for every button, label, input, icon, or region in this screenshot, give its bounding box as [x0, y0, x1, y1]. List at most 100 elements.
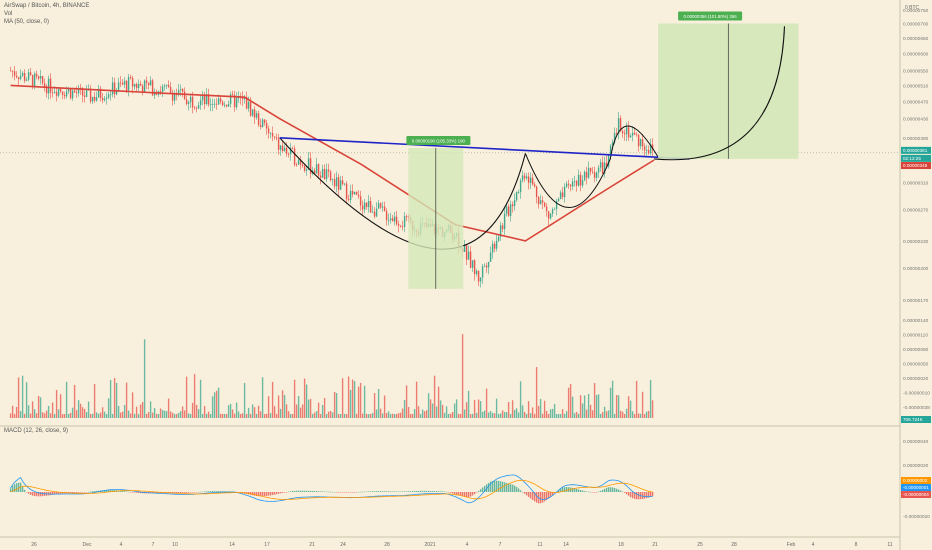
macd-histogram-bar — [417, 490, 420, 492]
candle-body — [103, 98, 106, 101]
macd-histogram-bar — [571, 487, 574, 492]
candle-body — [261, 119, 264, 127]
volume-tick-label: 0.00000020 — [903, 376, 929, 382]
macd-histogram-bar — [595, 492, 598, 493]
volume-bar — [83, 408, 86, 418]
candle-body — [381, 206, 384, 208]
macd-histogram-bar — [495, 480, 498, 492]
macd-histogram-bar — [511, 484, 514, 492]
volume-bar — [215, 390, 218, 418]
volume-bar — [259, 411, 262, 418]
candlesticks — [9, 66, 654, 288]
candle-body — [109, 94, 112, 96]
candle-body — [259, 125, 262, 127]
macd-histogram-bar — [355, 492, 358, 493]
macd-histogram-bar — [649, 492, 652, 497]
candle-body — [373, 211, 376, 217]
volume-bar — [595, 394, 598, 418]
volume-bar — [499, 413, 502, 418]
volume-bar — [243, 382, 246, 418]
volume-bar — [257, 405, 260, 418]
time-tick-label: 14 — [229, 542, 235, 548]
volume-bar — [597, 394, 600, 418]
macd-histogram-bar — [175, 492, 178, 494]
macd-histogram-bar — [83, 492, 86, 493]
candle-body — [89, 88, 92, 102]
volume-bar — [157, 413, 160, 418]
macd-histogram-bar — [621, 491, 624, 493]
volume-bar — [323, 398, 326, 418]
candle-body — [179, 89, 182, 91]
candle-body — [379, 203, 382, 208]
volume-bar — [333, 391, 336, 418]
candle-body — [193, 107, 196, 109]
macd-histogram-bar — [203, 491, 206, 493]
volume-bar — [221, 413, 224, 418]
price-tick-label: 0.00000600 — [903, 52, 929, 58]
candle-body — [23, 72, 26, 81]
macd-histogram-bar — [329, 491, 332, 493]
macd-histogram-bar — [9, 488, 12, 492]
macd-histogram-bar — [133, 492, 136, 493]
macd-histogram-bar — [631, 492, 634, 499]
volume-bar — [465, 402, 468, 418]
macd-histogram-bar — [327, 491, 330, 493]
candle-body — [11, 70, 14, 72]
candle-body — [635, 134, 638, 136]
candle-body — [133, 83, 136, 87]
candle-body — [237, 97, 240, 99]
measure-label-small-bg — [406, 136, 471, 146]
macd-histogram-bar — [191, 492, 194, 493]
candle-body — [385, 210, 388, 221]
volume-bar — [151, 412, 154, 418]
candle-body — [529, 177, 532, 183]
macd-histogram-bar — [581, 490, 584, 492]
candle-body — [141, 85, 144, 93]
volume-bar — [295, 404, 298, 418]
volume-bar — [579, 395, 582, 418]
candle-body — [37, 76, 40, 79]
volume-bar — [197, 409, 200, 418]
volume-bar — [561, 409, 564, 418]
candle-body — [21, 72, 24, 76]
volume-bar — [585, 409, 588, 418]
volume-bar — [23, 413, 26, 418]
volume-bar — [241, 413, 244, 418]
volume-bar — [427, 393, 430, 418]
volume-bar — [137, 413, 140, 418]
candle-body — [313, 170, 316, 174]
candle-body — [517, 192, 520, 193]
candle-body — [405, 216, 408, 217]
volume-bar — [285, 404, 288, 418]
candle-body — [477, 270, 480, 282]
candle-body — [303, 165, 306, 171]
candle-body — [283, 147, 286, 152]
volume-bar — [491, 412, 494, 418]
volume-bar — [481, 411, 484, 418]
macd-histogram-bar — [481, 487, 484, 492]
candle-body — [593, 172, 596, 178]
projection-curve — [654, 26, 786, 161]
candle-body — [523, 175, 526, 179]
macd-histogram-bar — [311, 490, 314, 492]
candle-body — [253, 109, 256, 118]
volume-bar — [437, 386, 440, 418]
volume-bar — [621, 411, 624, 418]
candle-body — [603, 162, 606, 174]
candle-body — [241, 97, 244, 100]
macd-histogram-bar — [605, 487, 608, 492]
volume-bar — [283, 395, 286, 418]
candle-body — [623, 133, 626, 135]
candle-body — [139, 83, 142, 86]
candle-body — [491, 243, 494, 253]
macd-histogram-bar — [103, 490, 106, 492]
macd-histogram-bar — [219, 491, 222, 492]
candle-body — [221, 101, 224, 106]
macd-histogram-bar — [49, 492, 52, 496]
volume-bar — [201, 413, 204, 418]
volume-bar — [115, 382, 118, 418]
macd-histogram-bar — [319, 491, 322, 492]
macd-histogram-bar — [289, 491, 292, 492]
macd-histogram-bar — [443, 491, 446, 493]
